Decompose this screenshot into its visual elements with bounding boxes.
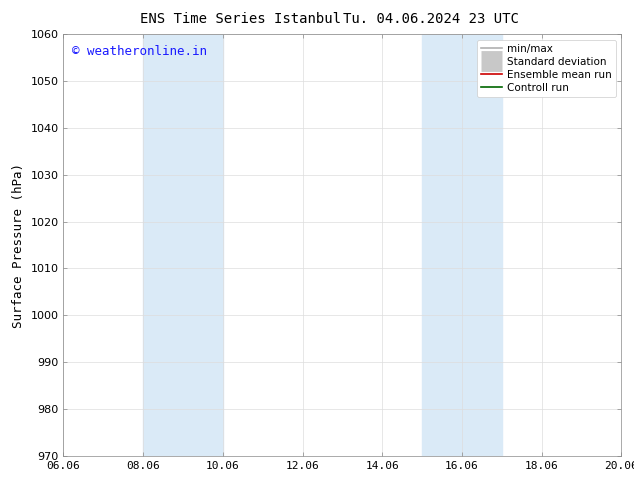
Legend: min/max, Standard deviation, Ensemble mean run, Controll run: min/max, Standard deviation, Ensemble me… (477, 40, 616, 97)
Bar (422, 34, 501, 456)
Y-axis label: Surface Pressure (hPa): Surface Pressure (hPa) (12, 163, 25, 327)
Text: ENS Time Series Istanbul: ENS Time Series Istanbul (140, 12, 342, 26)
Bar (143, 34, 223, 456)
Text: Tu. 04.06.2024 23 UTC: Tu. 04.06.2024 23 UTC (343, 12, 519, 26)
Text: © weatheronline.in: © weatheronline.in (72, 45, 207, 58)
